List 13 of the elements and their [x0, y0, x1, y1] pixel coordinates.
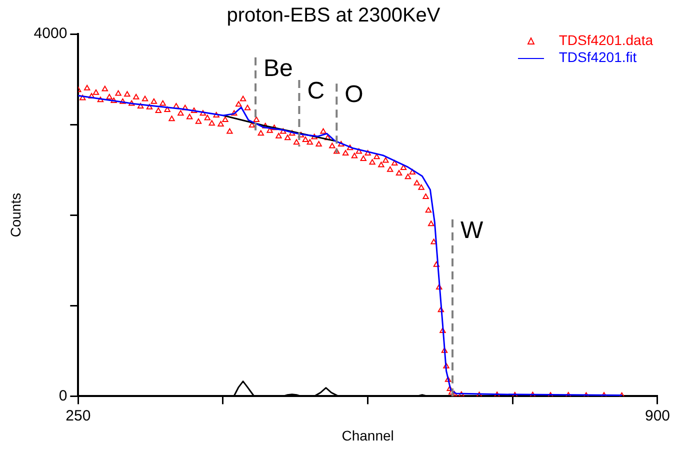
y-tick-label: 0	[58, 387, 68, 404]
ref-line-label: W	[460, 217, 484, 244]
legend-label: TDSf4201.data	[558, 32, 653, 49]
ref-line-label: O	[344, 81, 364, 108]
ref-line-label: Be	[264, 54, 293, 82]
x-axis-title: Channel	[342, 427, 394, 444]
y-tick-label: 4000	[34, 25, 68, 42]
y-axis-title: Counts	[7, 192, 24, 238]
legend-label: TDSf4201.fit	[558, 49, 637, 66]
chart-title: proton-EBS at 2300KeV	[226, 4, 441, 27]
x-tick-label: 900	[644, 407, 670, 424]
ref-line-label: C	[307, 78, 325, 105]
x-tick-label: 250	[66, 407, 91, 424]
